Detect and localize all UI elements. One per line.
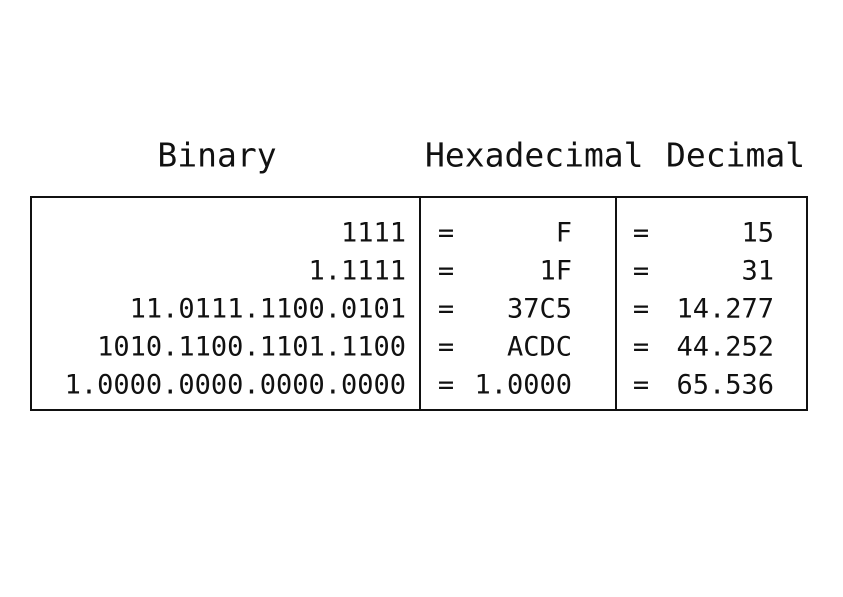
equals-sign: = bbox=[633, 294, 649, 325]
cell-value: 1F bbox=[539, 256, 572, 287]
cell-value: 1.1111 bbox=[308, 256, 406, 287]
equals-sign: = bbox=[438, 256, 454, 287]
equals-sign: = bbox=[633, 218, 649, 249]
cell-value: F bbox=[556, 218, 572, 249]
column-header: Hexadecimal bbox=[425, 136, 644, 175]
equals-sign: = bbox=[633, 370, 649, 401]
cell-value: 37C5 bbox=[507, 294, 572, 325]
column-header: Binary bbox=[157, 136, 276, 175]
cell-value: 44.252 bbox=[676, 332, 774, 363]
cell-value: 1.0000 bbox=[474, 370, 572, 401]
equals-sign: = bbox=[438, 370, 454, 401]
cell-value: 1010.1100.1101.1100 bbox=[97, 332, 406, 363]
cell-value: 65.536 bbox=[676, 370, 774, 401]
cell-value: 15 bbox=[741, 218, 774, 249]
cell-value: 11.0111.1100.0101 bbox=[130, 294, 406, 325]
equals-sign: = bbox=[438, 218, 454, 249]
equals-sign: = bbox=[633, 256, 649, 287]
equals-sign: = bbox=[438, 294, 454, 325]
cell-value: 31 bbox=[741, 256, 774, 287]
cell-value: ACDC bbox=[507, 332, 572, 363]
cell-value: 14.277 bbox=[676, 294, 774, 325]
cell-value: 1.0000.0000.0000.0000 bbox=[65, 370, 406, 401]
column-header: Decimal bbox=[666, 136, 805, 175]
equals-sign: = bbox=[438, 332, 454, 363]
cell-value: 1111 bbox=[341, 218, 406, 249]
equals-sign: = bbox=[633, 332, 649, 363]
